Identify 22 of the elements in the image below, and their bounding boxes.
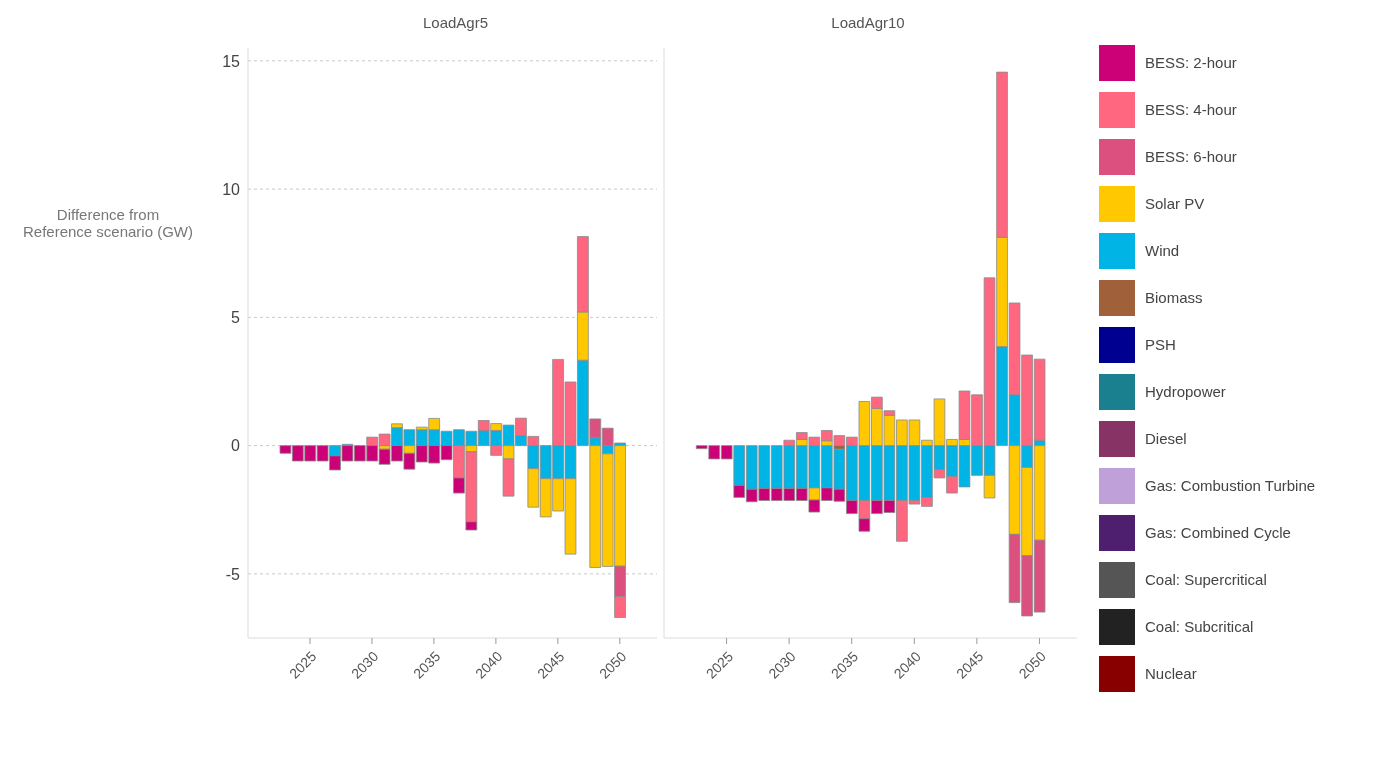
y-axis-title: Difference from Reference scenario (GW) bbox=[22, 206, 194, 240]
legend-label: Nuclear bbox=[1145, 665, 1197, 682]
legend-label: Hydropower bbox=[1145, 383, 1226, 400]
legend-label: Diesel bbox=[1145, 430, 1187, 447]
legend-label: BESS: 2-hour bbox=[1145, 54, 1237, 71]
chart-title: LoadAgr5 bbox=[421, 13, 490, 33]
legend-label: BESS: 4-hour bbox=[1145, 101, 1237, 118]
y-tick-label: 0 bbox=[231, 437, 241, 455]
chart-title: LoadAgr10 bbox=[830, 13, 906, 33]
y-tick-label: -5 bbox=[225, 565, 241, 583]
y-tick-label: 15 bbox=[222, 52, 241, 70]
legend-label: Coal: Supercritical bbox=[1145, 571, 1267, 588]
y-tick-label: 5 bbox=[231, 309, 241, 327]
legend-label: Wind bbox=[1145, 242, 1180, 259]
legend-label: Gas: Combustion Turbine bbox=[1145, 477, 1316, 494]
legend-label: PSH bbox=[1145, 336, 1176, 353]
legend-label: Coal: Subcritical bbox=[1145, 618, 1254, 635]
legend-label: Gas: Combined Cycle bbox=[1145, 524, 1291, 541]
legend-label: BESS: 6-hour bbox=[1145, 148, 1237, 165]
legend-label: Biomass bbox=[1145, 289, 1203, 306]
y-tick-label: 10 bbox=[222, 180, 241, 198]
legend-label: Solar PV bbox=[1145, 195, 1205, 212]
